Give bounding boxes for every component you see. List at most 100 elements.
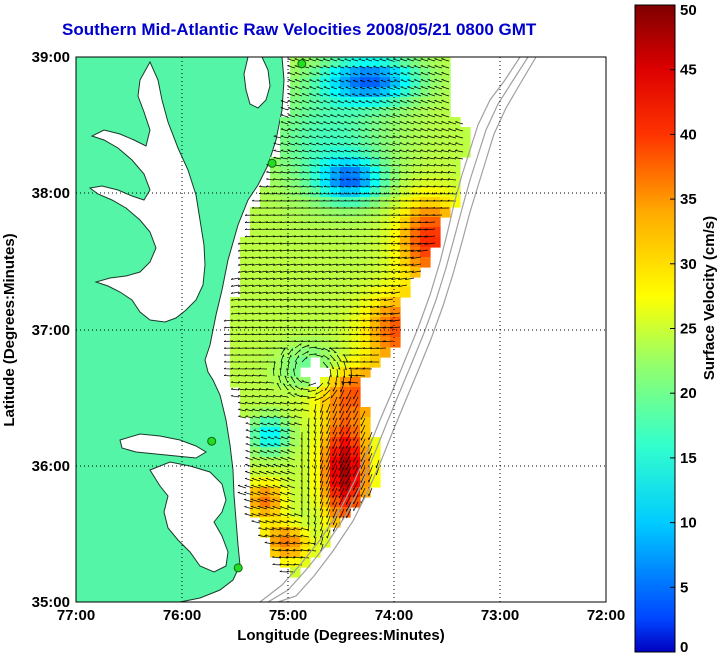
velocity-cell bbox=[300, 157, 311, 168]
velocity-arrow-head bbox=[257, 498, 260, 500]
velocity-arrow bbox=[363, 249, 373, 252]
velocity-arrow bbox=[363, 305, 373, 308]
velocity-cell bbox=[300, 177, 311, 188]
velocity-arrow bbox=[245, 249, 254, 252]
velocity-arrow bbox=[329, 228, 338, 231]
velocity-cell bbox=[340, 127, 351, 138]
velocity-arrow-head bbox=[223, 360, 227, 363]
velocity-arrow bbox=[286, 235, 296, 238]
velocity-arrow-head bbox=[344, 368, 347, 371]
velocity-cell bbox=[290, 407, 301, 418]
velocity-arrow-head bbox=[321, 221, 325, 223]
velocity-arrow bbox=[350, 228, 359, 231]
velocity-arrow bbox=[331, 389, 338, 399]
velocity-arrow-head bbox=[279, 291, 282, 294]
velocity-arrow bbox=[320, 473, 324, 484]
velocity-arrow bbox=[309, 135, 317, 139]
velocity-arrow-head bbox=[265, 513, 268, 515]
velocity-arrow bbox=[426, 164, 436, 167]
velocity-arrow bbox=[332, 473, 338, 485]
velocity-cell bbox=[240, 237, 251, 248]
velocity-cell bbox=[370, 297, 381, 308]
velocity-cell bbox=[280, 267, 291, 278]
velocity-arrow-head bbox=[265, 326, 268, 329]
velocity-arrow bbox=[301, 178, 310, 181]
velocity-arrow bbox=[314, 312, 324, 315]
velocity-arrow bbox=[245, 443, 254, 447]
velocity-arrow bbox=[346, 403, 352, 414]
velocity-arrow-head bbox=[279, 368, 282, 371]
velocity-arrow bbox=[335, 291, 345, 294]
velocity-arrow bbox=[309, 128, 317, 132]
velocity-arrow-head bbox=[328, 305, 331, 308]
velocity-cell bbox=[370, 457, 381, 468]
velocity-arrow-head bbox=[355, 367, 358, 369]
velocity-arrow-head bbox=[331, 164, 334, 166]
velocity-arrow bbox=[393, 86, 401, 90]
velocity-cell bbox=[280, 537, 291, 548]
velocity-arrow-head bbox=[309, 128, 312, 130]
velocity-arrow bbox=[351, 157, 359, 160]
velocity-arrow-head bbox=[425, 206, 428, 209]
velocity-arrow bbox=[329, 361, 335, 369]
velocity-arrow bbox=[336, 263, 345, 266]
velocity-cell bbox=[320, 287, 331, 298]
velocity-arrow-head bbox=[377, 228, 380, 231]
velocity-arrow-head bbox=[300, 548, 303, 551]
velocity-cell bbox=[270, 457, 281, 468]
velocity-arrow bbox=[301, 100, 310, 104]
velocity-arrow bbox=[353, 494, 359, 505]
velocity-cell bbox=[390, 87, 401, 98]
velocity-arrow bbox=[280, 443, 289, 447]
velocity-cell bbox=[350, 197, 361, 208]
velocity-cell bbox=[280, 187, 291, 198]
velocity-cell bbox=[330, 397, 341, 408]
velocity-arrow bbox=[273, 135, 282, 139]
velocity-arrow-head bbox=[296, 361, 298, 364]
velocity-arrow-head bbox=[258, 206, 262, 209]
velocity-cell bbox=[280, 367, 291, 378]
velocity-cell bbox=[320, 67, 331, 78]
velocity-arrow bbox=[356, 298, 366, 301]
velocity-cell bbox=[300, 287, 311, 298]
velocity-cell bbox=[380, 317, 391, 328]
velocity-arrow bbox=[323, 93, 331, 97]
velocity-arrow-head bbox=[271, 541, 274, 543]
velocity-cell bbox=[280, 527, 291, 538]
velocity-arrow bbox=[266, 305, 275, 308]
velocity-arrow-head bbox=[371, 128, 374, 130]
velocity-arrow bbox=[434, 107, 443, 111]
velocity-arrow bbox=[314, 529, 317, 539]
velocity-arrow bbox=[384, 256, 394, 259]
velocity-cell bbox=[340, 467, 351, 478]
velocity-arrow bbox=[345, 459, 352, 471]
velocity-arrow-head bbox=[244, 263, 247, 266]
velocity-arrow-head bbox=[314, 263, 317, 266]
velocity-arrow bbox=[266, 178, 275, 181]
velocity-arrow bbox=[399, 142, 408, 146]
velocity-arrow bbox=[252, 450, 261, 454]
velocity-arrow bbox=[320, 522, 324, 532]
velocity-arrow bbox=[280, 457, 289, 461]
velocity-cell bbox=[300, 527, 311, 538]
velocity-arrow-head bbox=[349, 340, 352, 342]
velocity-arrow bbox=[337, 114, 345, 118]
velocity-arrow-head bbox=[369, 360, 372, 363]
velocity-arrow bbox=[302, 121, 310, 125]
velocity-arrow-head bbox=[251, 199, 255, 202]
isobath-lines bbox=[259, 57, 537, 602]
velocity-arrow-head bbox=[258, 235, 261, 238]
velocity-arrow bbox=[265, 319, 275, 322]
velocity-arrow bbox=[326, 431, 331, 442]
velocity-arrow bbox=[407, 72, 415, 76]
velocity-arrow-head bbox=[358, 156, 361, 159]
velocity-arrow-head bbox=[223, 319, 226, 322]
velocity-arrow bbox=[266, 249, 275, 252]
velocity-arrow bbox=[332, 438, 338, 449]
velocity-cell bbox=[260, 337, 271, 348]
velocity-arrow bbox=[326, 480, 331, 491]
velocity-arrow-head bbox=[328, 340, 331, 342]
velocity-arrow-head bbox=[356, 340, 359, 342]
velocity-arrow bbox=[399, 128, 408, 132]
velocity-arrow-head bbox=[384, 256, 387, 259]
